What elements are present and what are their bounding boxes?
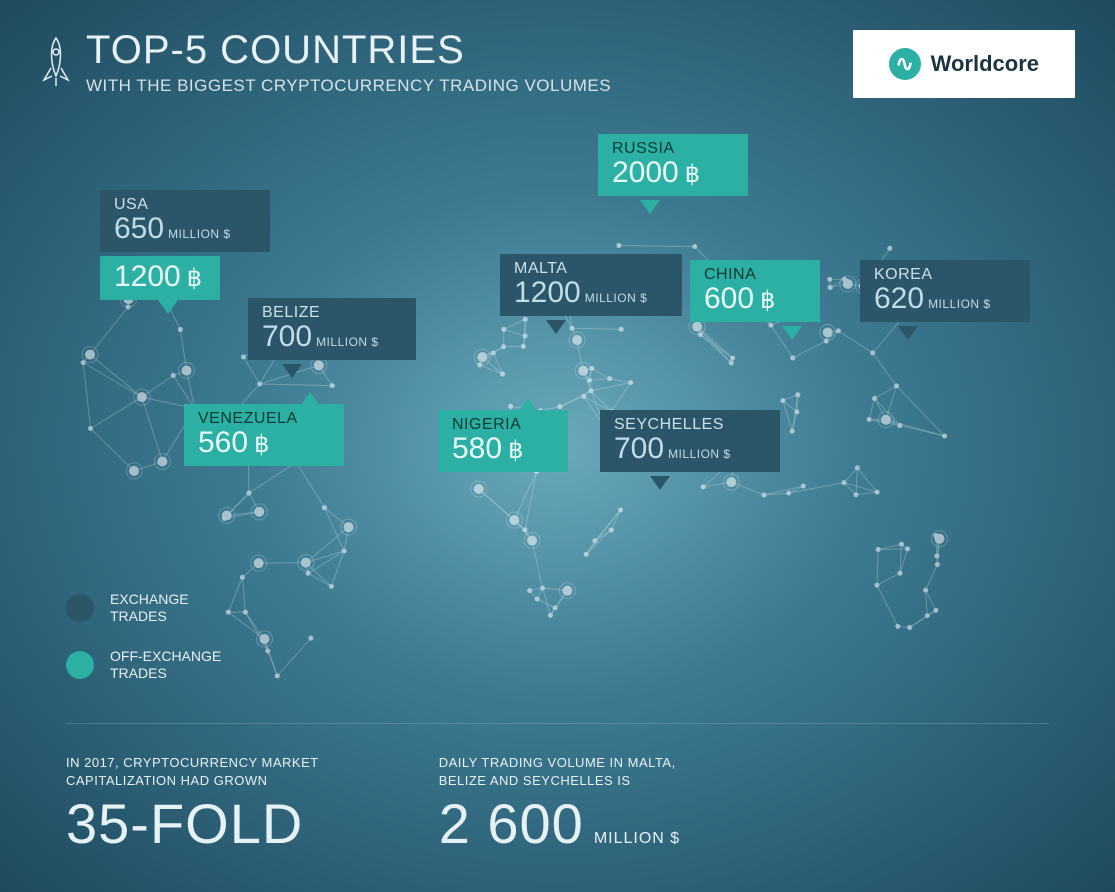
- callout-value: 580: [452, 434, 554, 464]
- stat-intro: DAILY TRADING VOLUME IN MALTA, BELIZE AN…: [439, 754, 681, 790]
- callout-pointer: [300, 392, 320, 406]
- callout-value: 700 MILLION $: [614, 434, 766, 464]
- stat-big-number: 35-FOLD: [66, 796, 303, 852]
- page-subtitle: WITH THE BIGGEST CRYPTOCURRENCY TRADING …: [86, 76, 611, 96]
- callout-nigeria: NIGERIA580: [438, 410, 568, 472]
- callout-value: 620 MILLION $: [874, 284, 1016, 314]
- bottom-stats: IN 2017, CRYPTOCURRENCY MARKET CAPITALIZ…: [66, 723, 1049, 852]
- stat-value: 2 600 MILLION $: [439, 796, 681, 852]
- callout-value: 600: [704, 284, 806, 314]
- stat-daily-volume: DAILY TRADING VOLUME IN MALTA, BELIZE AN…: [439, 754, 681, 852]
- logo-mark-icon: [889, 48, 921, 80]
- stat-intro: IN 2017, CRYPTOCURRENCY MARKET CAPITALIZ…: [66, 754, 319, 790]
- legend-exchange: EXCHANGE TRADES: [66, 591, 221, 625]
- callout-pointer: [898, 326, 918, 340]
- callout-pointer: [158, 300, 178, 314]
- page-title: TOP-5 COUNTRIES: [86, 30, 611, 70]
- header: TOP-5 COUNTRIES WITH THE BIGGEST CRYPTOC…: [40, 30, 1075, 98]
- legend-dot-off-exchange: [66, 651, 94, 679]
- legend-dot-exchange: [66, 594, 94, 622]
- callout-value: 700 MILLION $: [262, 322, 402, 352]
- callout-usa-ex: USA650 MILLION $: [100, 190, 270, 252]
- callout-seychelles: SEYCHELLES700 MILLION $: [600, 410, 780, 472]
- callout-pointer: [546, 320, 566, 334]
- legend-label: EXCHANGE TRADES: [110, 591, 189, 625]
- callout-pointer: [650, 476, 670, 490]
- stat-value: 35-FOLD: [66, 796, 319, 852]
- stat-market-cap: IN 2017, CRYPTOCURRENCY MARKET CAPITALIZ…: [66, 754, 319, 852]
- callout-value: 1200: [114, 262, 206, 292]
- legend: EXCHANGE TRADES OFF-EXCHANGE TRADES: [66, 591, 221, 682]
- callout-usa-off: 1200: [100, 256, 220, 300]
- callout-belize: BELIZE700 MILLION $: [248, 298, 416, 360]
- logo-text: Worldcore: [931, 51, 1039, 77]
- callout-russia: RUSSIA2000: [598, 134, 748, 196]
- legend-label: OFF-EXCHANGE TRADES: [110, 648, 221, 682]
- callout-pointer: [782, 326, 802, 340]
- callout-china: CHINA600: [690, 260, 820, 322]
- title-block: TOP-5 COUNTRIES WITH THE BIGGEST CRYPTOC…: [40, 30, 611, 96]
- rocket-icon: [40, 36, 72, 88]
- legend-off-exchange: OFF-EXCHANGE TRADES: [66, 648, 221, 682]
- title-text: TOP-5 COUNTRIES WITH THE BIGGEST CRYPTOC…: [86, 30, 611, 96]
- callout-pointer: [518, 398, 538, 412]
- callout-value: 560: [198, 428, 330, 458]
- callout-pointer: [640, 200, 660, 214]
- callout-pointer: [282, 364, 302, 378]
- stat-unit: MILLION $: [594, 831, 680, 847]
- stat-big-number: 2 600: [439, 796, 584, 852]
- callout-venezuela: VENEZUELA560: [184, 404, 344, 466]
- callout-value: 1200 MILLION $: [514, 278, 668, 308]
- callout-malta: MALTA1200 MILLION $: [500, 254, 682, 316]
- callout-value: 2000: [612, 158, 734, 188]
- callout-value: 650 MILLION $: [114, 214, 256, 244]
- callout-korea: KOREA620 MILLION $: [860, 260, 1030, 322]
- brand-logo: Worldcore: [853, 30, 1075, 98]
